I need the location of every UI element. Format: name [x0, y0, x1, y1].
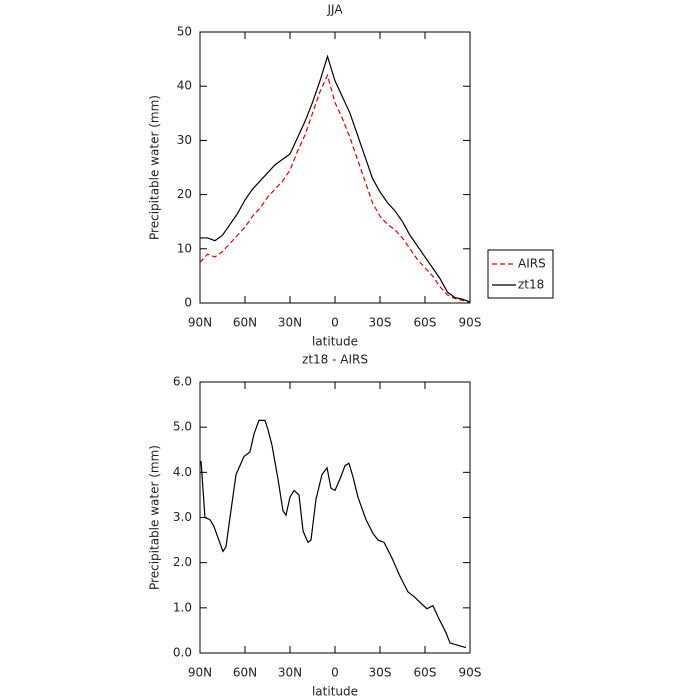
- legend: AIRS zt18: [487, 249, 554, 299]
- y-tick-label: 20: [177, 187, 192, 201]
- y-tick-label: 3.0: [173, 510, 192, 524]
- x-tick-label: 60S: [414, 316, 437, 330]
- x-tick-label: 60S: [414, 666, 437, 680]
- x-tick-label: 90S: [459, 316, 482, 330]
- x-tick-label: 90S: [459, 666, 482, 680]
- y-tick-label: 30: [177, 133, 192, 147]
- y-tick-label: 1.0: [173, 600, 192, 614]
- x-tick-label: 60N: [233, 666, 257, 680]
- y-tick-label: 2.0: [173, 555, 192, 569]
- x-tick-label: 30N: [278, 316, 302, 330]
- legend-box: [487, 249, 554, 299]
- y-tick-label: 0: [184, 296, 192, 310]
- x-tick-label: 30S: [369, 316, 392, 330]
- x-tick-label: 0: [331, 666, 339, 680]
- x-tick-label: 30S: [369, 666, 392, 680]
- x-tick-label: 0: [331, 316, 339, 330]
- y-tick-label: 10: [177, 241, 192, 255]
- legend-label: AIRS: [518, 257, 546, 271]
- y-tick-label: 6.0: [173, 375, 192, 389]
- data-line: [200, 54, 471, 303]
- y-tick-label: 5.0: [173, 420, 192, 434]
- y-axis-label: Precipitable water (mm): [148, 445, 162, 590]
- x-tick-label: 30N: [278, 666, 302, 680]
- y-tick-label: 50: [177, 25, 192, 39]
- data-line: [199, 73, 471, 304]
- x-tick-label: 90N: [188, 666, 212, 680]
- x-axis-label: latitude: [312, 335, 358, 349]
- plot-frame: [199, 381, 471, 654]
- x-tick-label: 90N: [188, 316, 212, 330]
- chart-title: zt18 - AIRS: [302, 353, 368, 367]
- x-tick-label: 60N: [233, 316, 257, 330]
- data-line: [200, 419, 467, 649]
- y-tick-label: 4.0: [173, 465, 192, 479]
- x-axis-label: latitude: [312, 685, 358, 699]
- chart-title: JJA: [326, 3, 343, 17]
- y-tick-label: 40: [177, 79, 192, 93]
- plot-frame: [199, 31, 471, 304]
- y-axis-label: Precipitable water (mm): [148, 95, 162, 240]
- y-tick-label: 0.0: [173, 646, 192, 660]
- legend-label: zt18: [518, 278, 544, 292]
